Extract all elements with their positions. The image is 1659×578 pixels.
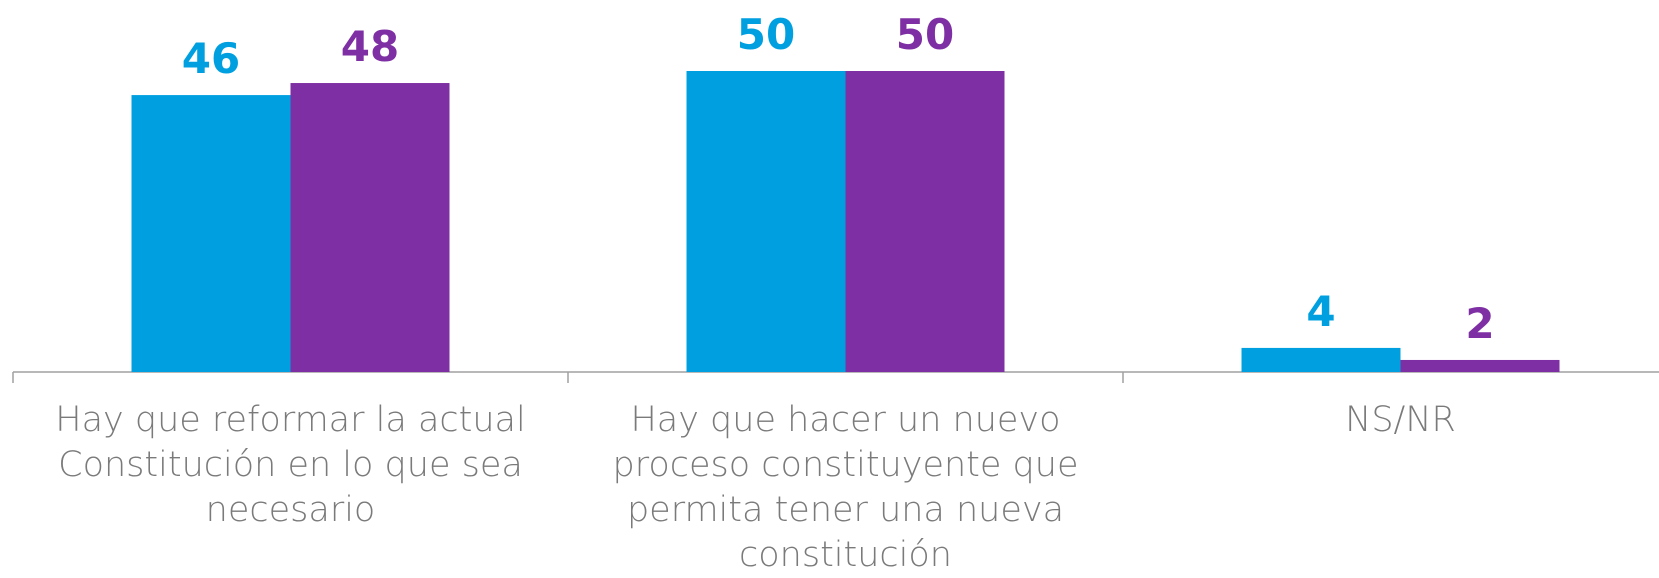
value-label: 50 xyxy=(896,10,954,59)
bar xyxy=(291,83,450,372)
bar xyxy=(846,71,1005,372)
x-tick-label: Hay que hacer un nuevo proceso constituy… xyxy=(586,398,1106,578)
value-label: 2 xyxy=(1465,299,1494,348)
bar xyxy=(687,71,846,372)
bar xyxy=(1242,348,1401,372)
x-tick-label: NS/NR xyxy=(1141,398,1659,443)
value-label: 46 xyxy=(182,34,240,83)
value-label: 50 xyxy=(737,10,795,59)
value-label: 4 xyxy=(1306,287,1335,336)
bar xyxy=(1401,360,1560,372)
bar xyxy=(132,95,291,372)
x-tick-label: Hay que reformar la actual Constitución … xyxy=(31,398,551,533)
value-label: 48 xyxy=(341,22,399,71)
